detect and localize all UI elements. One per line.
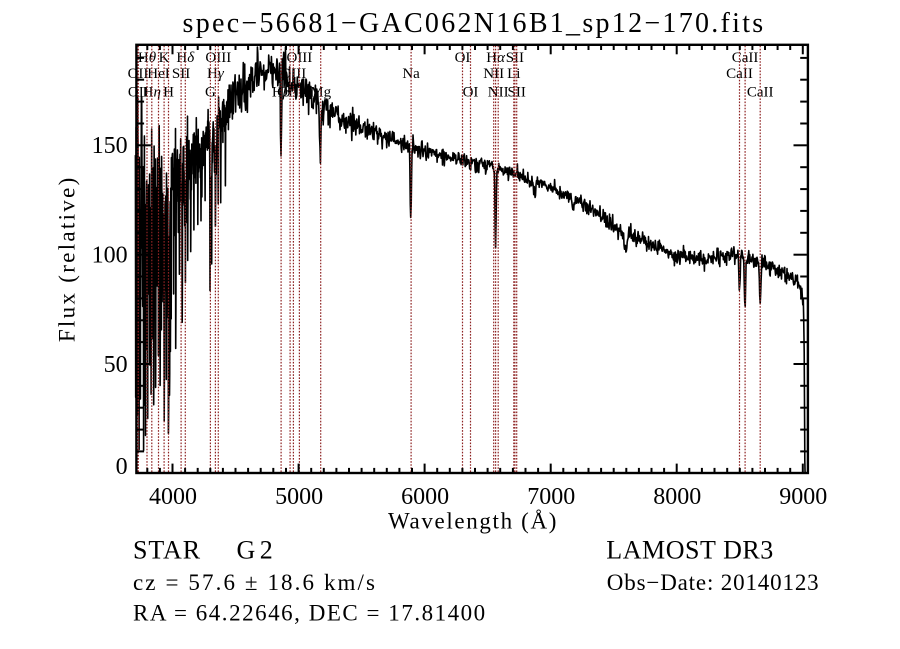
svg-text:spec−56681−GAC062N16B1_sp12−17: spec−56681−GAC062N16B1_sp12−170.fits — [183, 8, 766, 39]
svg-text:LAMOST DR3: LAMOST DR3 — [606, 536, 774, 565]
svg-text:7000: 7000 — [527, 484, 575, 510]
svg-text:CaII: CaII — [732, 50, 759, 66]
svg-text:6000: 6000 — [401, 484, 449, 510]
svg-text:OIII: OIII — [205, 50, 231, 66]
svg-text:Wavelength (Å): Wavelength (Å) — [388, 509, 558, 534]
svg-text:STAR: STAR — [133, 536, 201, 565]
svg-text:Obs−Date: 20140123: Obs−Date: 20140123 — [607, 570, 820, 595]
svg-text:4000: 4000 — [149, 484, 197, 510]
svg-text:K: K — [159, 50, 170, 66]
svg-text:OI: OI — [455, 50, 471, 66]
svg-text:9000: 9000 — [779, 484, 827, 510]
svg-text:Flux (relative): Flux (relative) — [55, 175, 80, 342]
svg-text:G2: G2 — [237, 536, 278, 565]
svg-text:Hα: Hα — [486, 50, 506, 66]
svg-text:8000: 8000 — [653, 484, 701, 510]
svg-text:0: 0 — [116, 454, 128, 480]
svg-text:100: 100 — [92, 243, 128, 269]
svg-text:cz = 57.6 ± 18.6 km/s: cz = 57.6 ± 18.6 km/s — [133, 570, 377, 595]
svg-text:5000: 5000 — [275, 484, 323, 510]
svg-text:50: 50 — [104, 352, 128, 378]
svg-text:RA = 64.22646, DEC = 17.8140: RA = 64.22646, DEC = 17.81400 — [133, 601, 487, 626]
svg-text:150: 150 — [92, 133, 128, 159]
svg-text:SII: SII — [506, 50, 524, 66]
